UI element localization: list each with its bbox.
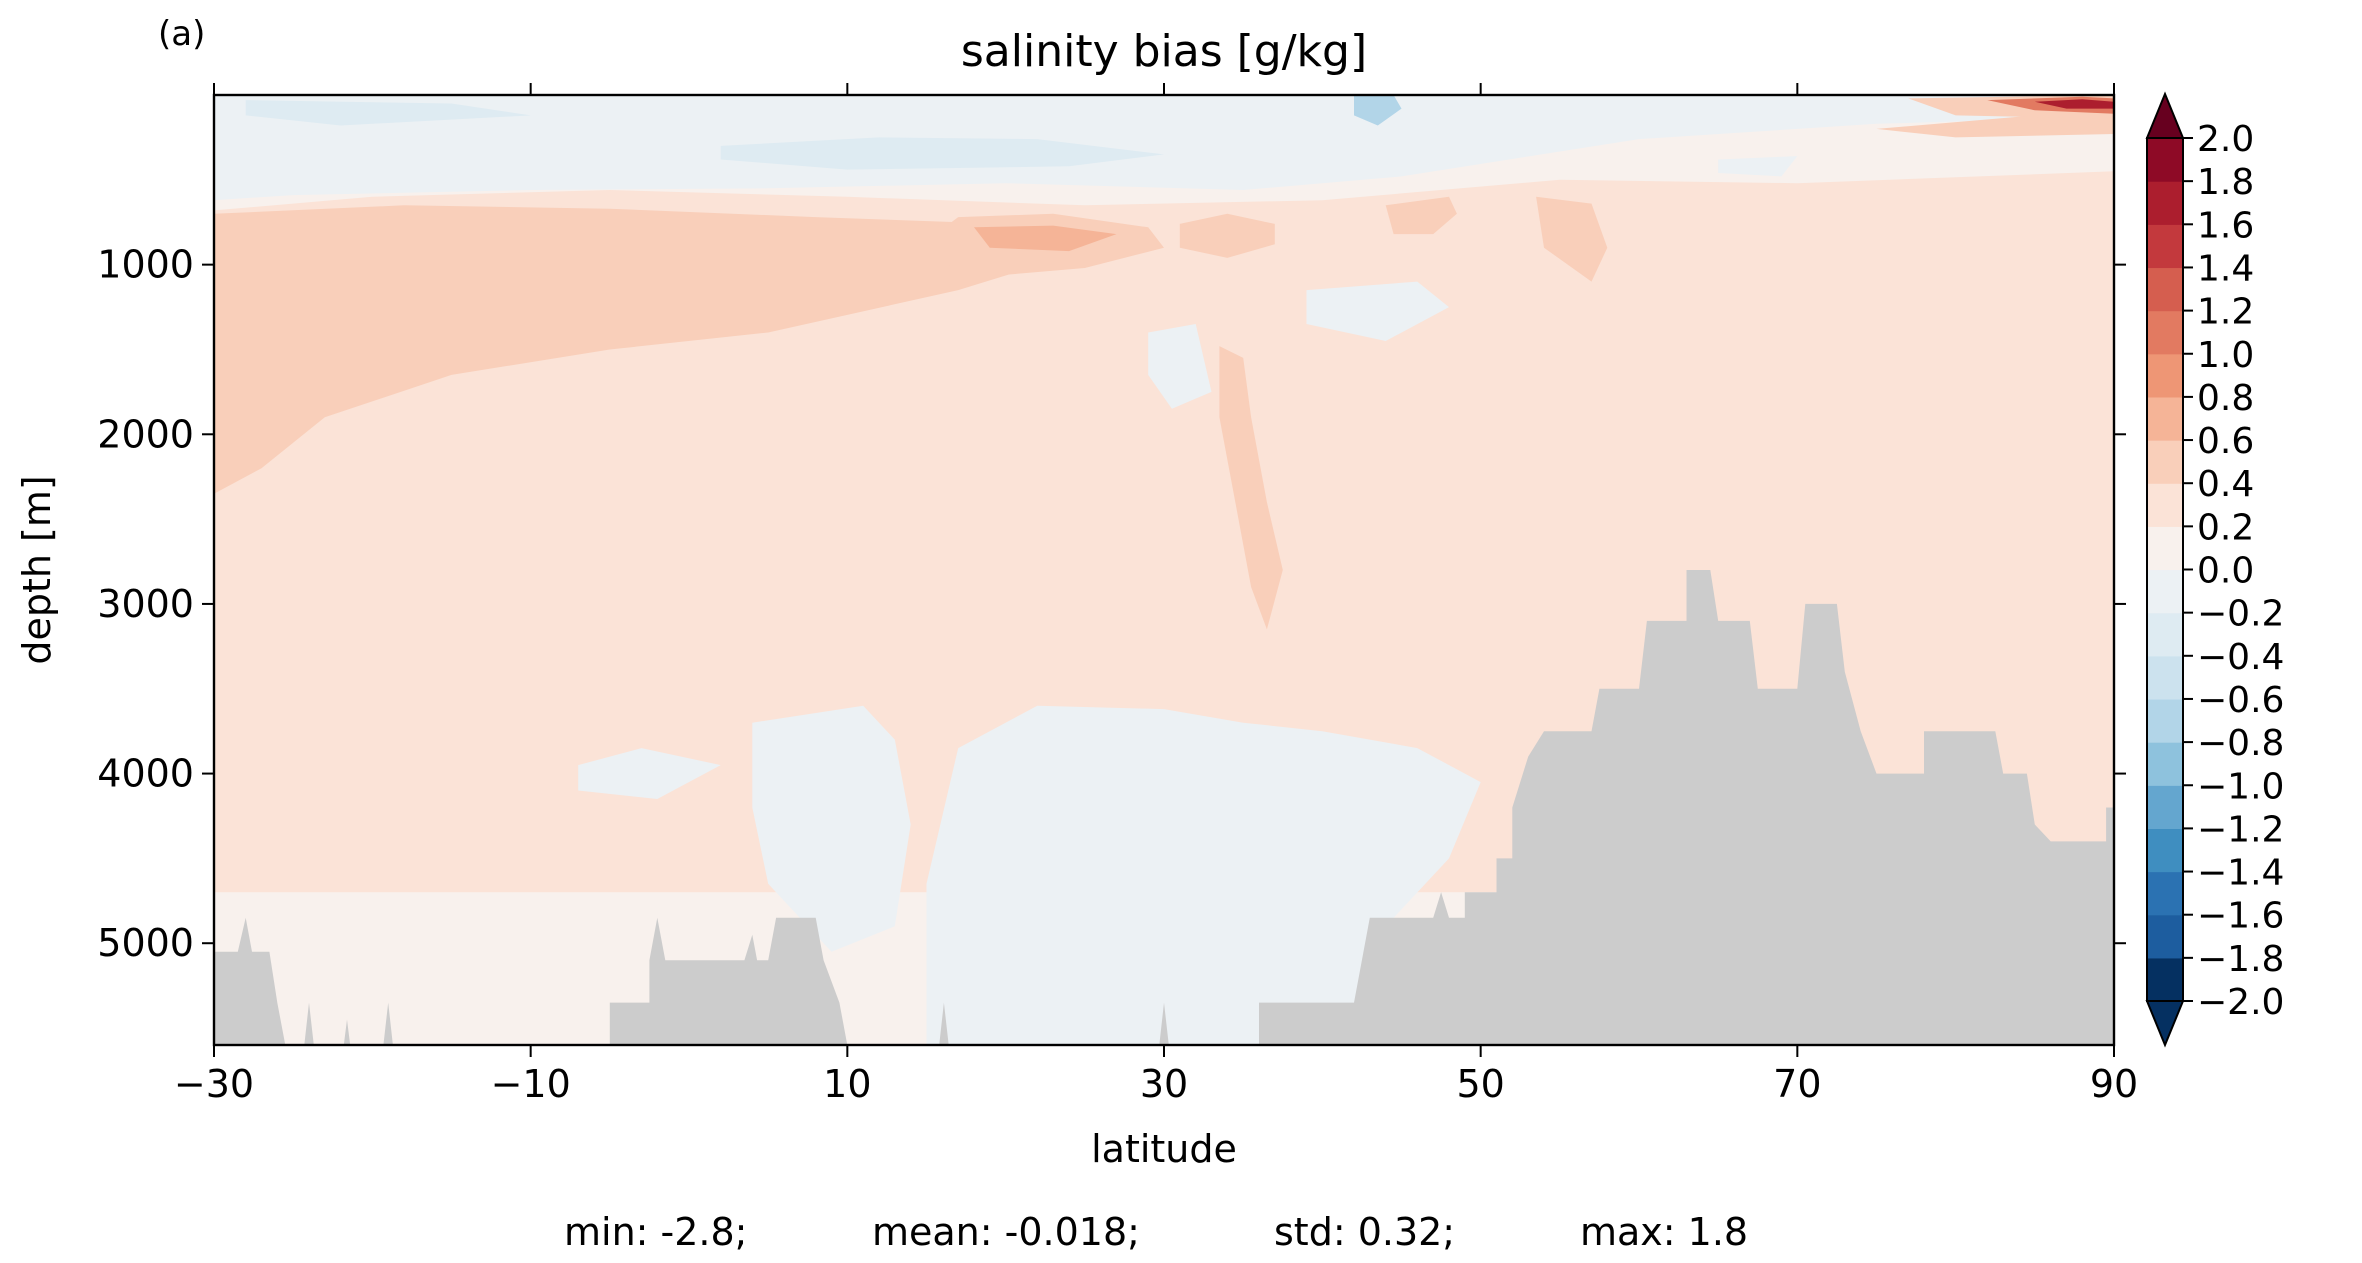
bias-region-16: [1148, 324, 1212, 409]
bias-region-8: [1536, 196, 1608, 282]
colorbar-tick-label: 1.4: [2197, 248, 2254, 289]
colorbar-swatch: [2147, 440, 2183, 484]
colorbar-swatch: [2147, 526, 2183, 571]
colorbar-swatch: [2147, 396, 2183, 441]
y-axis: 1000 2000 3000 4000 5000: [97, 243, 2126, 965]
chart-title: salinity bias [g/kg]: [961, 26, 1367, 77]
statistics-line: min: -2.8; mean: -0.018; std: 0.32; max:…: [564, 1210, 1748, 1254]
colorbar-swatch: [2147, 353, 2183, 398]
y-tick-label: 2000: [97, 412, 194, 456]
colorbar-swatch: [2147, 871, 2183, 916]
y-tick-label: 3000: [97, 582, 194, 626]
x-axis-label: latitude: [1091, 1127, 1237, 1171]
stat-max: max: 1.8: [1580, 1210, 1748, 1254]
stat-std: std: 0.32;: [1274, 1210, 1455, 1254]
bias-region-21: [926, 705, 1481, 1045]
bias-region-2: [214, 205, 1101, 494]
colorbar-tick-label: 1.0: [2197, 335, 2254, 376]
bias-region-19: [578, 748, 721, 799]
colorbar-tick-label: 0.8: [2197, 378, 2254, 419]
colorbar-tick-label: −0.2: [2197, 594, 2284, 635]
x-tick-label: −10: [491, 1062, 571, 1106]
y-tick-label: 1000: [97, 243, 194, 287]
y-axis-label: depth [m]: [15, 475, 59, 664]
colorbar-swatch: [2147, 957, 2183, 1002]
colorbar-swatch: [2147, 181, 2183, 225]
x-tick-label: 10: [823, 1062, 871, 1106]
x-axis: −30 −10 10 30 50 70 90: [174, 83, 2138, 1106]
colorbar-swatch: [2147, 224, 2183, 269]
colorbar-tick-label: −1.2: [2197, 809, 2284, 850]
x-tick-label: 70: [1773, 1062, 1821, 1106]
colorbar: −2.0−1.8−1.6−1.4−1.2−1.0−0.8−0.6−0.4−0.2…: [2145, 91, 2284, 1048]
bias-region-7: [1385, 196, 1457, 235]
colorbar-tick-label: 1.2: [2197, 292, 2254, 333]
x-tick-label: 50: [1456, 1062, 1504, 1106]
colorbar-tick-label: −1.0: [2197, 766, 2284, 807]
colorbar-tick-label: −1.8: [2197, 939, 2284, 980]
colorbar-swatch: [2147, 310, 2183, 355]
colorbar-swatch: [2147, 138, 2183, 182]
bathymetry: [214, 570, 2114, 1045]
stat-min: min: -2.8;: [564, 1210, 748, 1254]
x-tick-label: −30: [174, 1062, 254, 1106]
colorbar-tick-label: −1.6: [2197, 896, 2284, 937]
colorbar-swatch: [2147, 612, 2183, 657]
colorbar-swatch: [2147, 914, 2183, 959]
bias-region-18: [1718, 156, 1798, 177]
colorbar-swatch: [2147, 785, 2183, 829]
bias-region-15: [1354, 95, 1402, 126]
y-tick-label: 4000: [97, 752, 194, 796]
colorbar-swatch: [2147, 569, 2183, 614]
colorbar-tick-label: 0.2: [2197, 507, 2254, 548]
colorbar-tick-label: −0.4: [2197, 637, 2284, 678]
bias-region-12: [2034, 99, 2114, 109]
colorbar-swatch: [2147, 698, 2183, 743]
bias-region-17: [1306, 281, 1449, 341]
bias-region-9: [1876, 113, 2114, 138]
bias-region-4: [974, 225, 1117, 252]
panel-label: (a): [158, 14, 205, 54]
colorbar-swatch: [2147, 267, 2183, 312]
colorbar-tick-label: −0.6: [2197, 680, 2284, 721]
colorbar-extend-min: [2145, 1000, 2185, 1048]
colorbar-tick-label: −2.0: [2197, 982, 2284, 1023]
colorbar-swatch: [2147, 483, 2183, 527]
colorbar-tick-label: 1.6: [2197, 205, 2254, 246]
colorbar-tick-label: 1.8: [2197, 162, 2254, 203]
stat-mean: mean: -0.018;: [872, 1210, 1140, 1254]
colorbar-swatch: [2147, 828, 2183, 873]
plot-area: [212, 93, 2116, 1047]
bias-region-13: [720, 137, 1164, 170]
x-tick-label: 90: [2090, 1062, 2138, 1106]
colorbar-swatch: [2147, 655, 2183, 700]
colorbar-tick-label: 0.6: [2197, 421, 2254, 462]
bias-region-14: [245, 100, 531, 126]
colorbar-tick-label: 0.0: [2197, 551, 2254, 592]
colorbar-tick-label: −1.4: [2197, 853, 2284, 894]
bias-region-20: [752, 705, 911, 952]
colorbar-tick-label: 0.4: [2197, 464, 2254, 505]
colorbar-tick-label: −0.8: [2197, 723, 2284, 764]
bias-region-5: [1179, 213, 1275, 258]
y-tick-label: 5000: [97, 921, 194, 965]
bias-region-6: [1219, 346, 1283, 630]
x-tick-label: 30: [1140, 1062, 1188, 1106]
bias-region-1: [214, 95, 2114, 201]
colorbar-extend-max: [2145, 91, 2185, 139]
seafloor-land: [214, 570, 2114, 1045]
colorbar-tick-label: 2.0: [2197, 119, 2254, 160]
colorbar-swatch: [2147, 742, 2183, 786]
